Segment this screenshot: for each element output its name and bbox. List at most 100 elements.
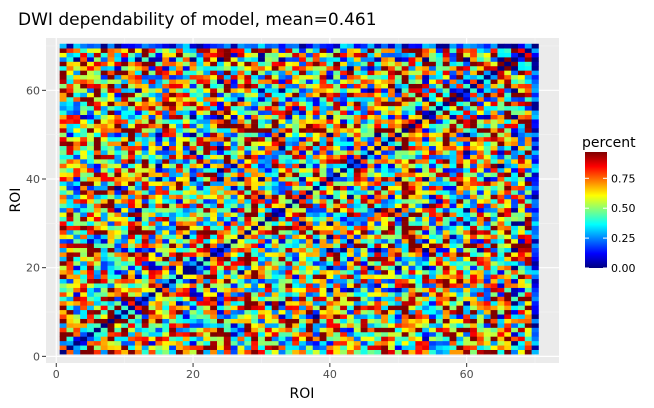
- heatmap-cell: [299, 305, 307, 311]
- heatmap-cell: [134, 154, 143, 160]
- heatmap-cell: [429, 265, 437, 271]
- heatmap-cell: [422, 327, 430, 333]
- heatmap-cell: [531, 278, 539, 284]
- heatmap-cell: [456, 79, 464, 84]
- heatmap-cell: [353, 172, 361, 178]
- heatmap-cell: [517, 349, 526, 355]
- heatmap-cell: [299, 300, 307, 306]
- heatmap-cell: [169, 229, 177, 235]
- heatmap-cell: [463, 172, 471, 178]
- heatmap-cell: [470, 318, 478, 324]
- heatmap-cell: [415, 296, 423, 302]
- heatmap-cell: [401, 203, 409, 209]
- heatmap-cell: [429, 185, 437, 191]
- heatmap-cell: [449, 43, 457, 49]
- heatmap-cell: [524, 349, 532, 355]
- heatmap-cell: [271, 296, 279, 302]
- heatmap-cell: [463, 88, 471, 93]
- heatmap-cell: [114, 300, 122, 306]
- heatmap-cell: [360, 274, 368, 280]
- heatmap-cell: [490, 221, 498, 226]
- heatmap-cell: [134, 110, 143, 115]
- heatmap-cell: [264, 70, 273, 76]
- heatmap-cell: [429, 132, 437, 138]
- heatmap-cell: [394, 296, 402, 302]
- heatmap-cell: [470, 261, 478, 266]
- heatmap-cell: [524, 128, 532, 133]
- heatmap-cell: [490, 225, 498, 231]
- heatmap-cell: [388, 265, 396, 271]
- heatmap-cell: [517, 238, 526, 244]
- heatmap-cell: [435, 287, 444, 293]
- heatmap-cell: [258, 83, 266, 89]
- heatmap-cell: [340, 110, 348, 115]
- heatmap-cell: [114, 159, 122, 164]
- heatmap-cell: [333, 167, 341, 173]
- heatmap-cell: [504, 292, 512, 297]
- heatmap-cell: [278, 238, 286, 244]
- heatmap-cell: [264, 79, 273, 84]
- heatmap-cell: [258, 114, 266, 120]
- heatmap-cell: [463, 52, 471, 58]
- heatmap-cell: [251, 145, 259, 151]
- heatmap-cell: [312, 283, 320, 288]
- heatmap-cell: [388, 79, 396, 84]
- heatmap-cell: [196, 256, 204, 262]
- heatmap-cell: [517, 336, 526, 342]
- heatmap-cell: [59, 123, 67, 129]
- heatmap-cell: [442, 327, 450, 333]
- heatmap-cell: [388, 345, 396, 350]
- heatmap-cell: [251, 349, 259, 355]
- heatmap-cell: [333, 225, 341, 231]
- heatmap-cell: [169, 181, 177, 186]
- heatmap-cell: [251, 70, 259, 76]
- heatmap-cell: [155, 61, 163, 67]
- heatmap-cell: [531, 256, 539, 262]
- heatmap-cell: [470, 70, 478, 76]
- heatmap-cell: [463, 141, 471, 147]
- heatmap-cell: [87, 225, 95, 231]
- heatmap-cell: [476, 278, 485, 284]
- heatmap-cell: [422, 145, 430, 151]
- heatmap-cell: [483, 323, 491, 328]
- heatmap-cell: [463, 43, 471, 49]
- heatmap-cell: [155, 323, 163, 328]
- heatmap-cell: [196, 300, 204, 306]
- heatmap-cell: [251, 274, 259, 280]
- heatmap-cell: [230, 65, 238, 71]
- heatmap-cell: [401, 207, 409, 213]
- heatmap-cell: [169, 57, 177, 62]
- heatmap-cell: [346, 105, 355, 111]
- heatmap-cell: [476, 48, 485, 53]
- heatmap-cell: [148, 327, 156, 333]
- heatmap-cell: [278, 234, 286, 240]
- heatmap-cell: [504, 172, 512, 178]
- heatmap-cell: [312, 159, 320, 164]
- heatmap-cell: [114, 128, 122, 133]
- heatmap-cell: [456, 48, 464, 53]
- heatmap-cell: [80, 145, 88, 151]
- heatmap-cell: [531, 265, 539, 271]
- heatmap-cell: [128, 314, 136, 319]
- heatmap-cell: [367, 79, 375, 84]
- heatmap-cell: [476, 61, 485, 67]
- heatmap-cell: [251, 305, 259, 311]
- heatmap-cell: [285, 176, 293, 182]
- heatmap-cell: [251, 132, 259, 138]
- heatmap-cell: [305, 185, 314, 191]
- heatmap-cell: [87, 167, 95, 173]
- heatmap-cell: [401, 88, 409, 93]
- heatmap-cell: [483, 287, 491, 293]
- heatmap-cell: [80, 154, 88, 160]
- heatmap-cell: [367, 274, 375, 280]
- heatmap-cell: [463, 128, 471, 133]
- heatmap-cell: [66, 74, 74, 80]
- heatmap-cell: [210, 340, 218, 346]
- heatmap-cell: [203, 96, 211, 102]
- heatmap-cell: [87, 185, 95, 191]
- heatmap-cell: [278, 185, 286, 191]
- heatmap-cell: [401, 48, 409, 53]
- heatmap-cell: [524, 243, 532, 249]
- heatmap-cell: [121, 252, 129, 257]
- heatmap-cell: [182, 221, 190, 226]
